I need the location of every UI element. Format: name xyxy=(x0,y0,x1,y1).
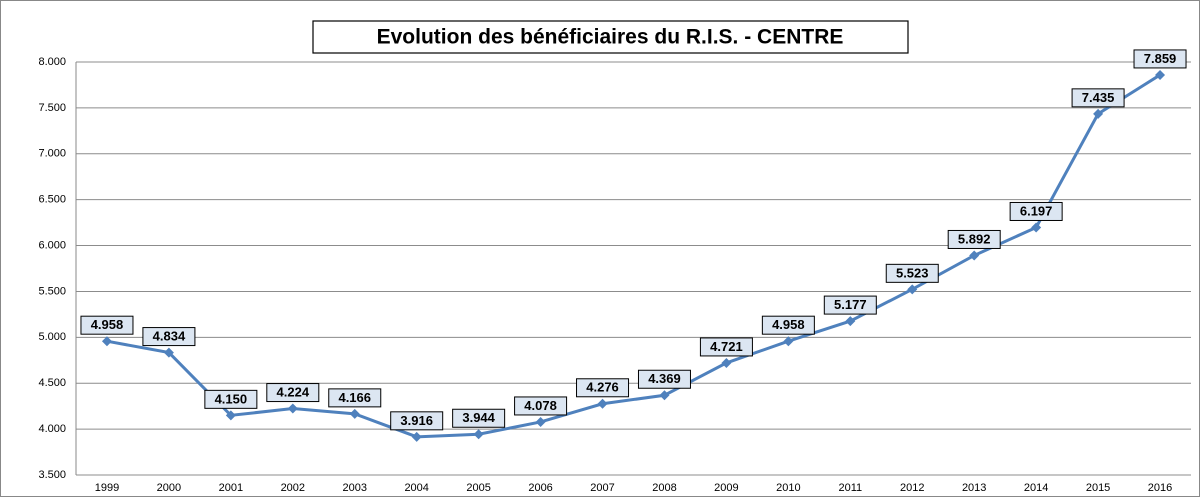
data-point xyxy=(411,431,422,442)
value-label-box xyxy=(1133,49,1187,69)
value-label: 3.944 xyxy=(462,410,495,425)
value-label: 4.958 xyxy=(91,317,124,332)
value-label: 4.834 xyxy=(153,329,186,344)
x-tick-label: 2014 xyxy=(1024,482,1048,494)
value-label: 4.958 xyxy=(772,317,805,332)
data-line xyxy=(106,73,1161,439)
value-label-box xyxy=(947,229,1001,249)
value-label-box xyxy=(266,383,320,403)
value-label-box xyxy=(885,263,939,283)
chart-title: Evolution des bénéficiaires du R.I.S. - … xyxy=(377,26,844,49)
data-point xyxy=(597,398,608,409)
data-point xyxy=(287,403,298,414)
y-tick-label: 6.000 xyxy=(38,239,66,251)
value-label: 7.859 xyxy=(1144,51,1177,66)
value-label-box xyxy=(761,315,815,335)
value-label: 4.224 xyxy=(277,384,310,399)
value-label: 4.078 xyxy=(524,398,557,413)
data-point xyxy=(721,357,732,368)
value-label-box xyxy=(390,411,444,431)
value-label: 7.435 xyxy=(1082,90,1115,105)
x-tick-label: 2010 xyxy=(776,482,800,494)
data-point xyxy=(473,429,484,440)
x-tick-label: 2012 xyxy=(900,482,924,494)
x-tick-label: 2011 xyxy=(838,482,862,494)
value-label: 4.166 xyxy=(338,390,371,405)
value-label-box xyxy=(204,389,258,409)
y-tick-label: 7.500 xyxy=(38,102,66,114)
data-point xyxy=(907,284,918,295)
y-tick-label: 5.000 xyxy=(38,331,66,343)
data-point xyxy=(1155,69,1166,80)
value-label-box xyxy=(1009,201,1063,221)
x-tick-label: 2002 xyxy=(281,482,305,494)
y-tick-label: 6.500 xyxy=(38,194,66,206)
x-tick-label: 2013 xyxy=(962,482,986,494)
x-tick-label: 2005 xyxy=(466,482,490,494)
value-label: 6.197 xyxy=(1020,203,1053,218)
value-label: 5.177 xyxy=(834,297,867,312)
y-tick-label: 4.500 xyxy=(38,377,66,389)
x-tick-label: 2015 xyxy=(1086,482,1110,494)
value-label: 4.721 xyxy=(710,339,743,354)
x-tick-label: 2008 xyxy=(652,482,676,494)
y-tick-label: 5.500 xyxy=(38,285,66,297)
x-tick-label: 2007 xyxy=(590,482,614,494)
value-label-box xyxy=(514,396,568,416)
value-label-box xyxy=(452,408,506,428)
data-point xyxy=(659,390,670,401)
data-point xyxy=(1031,222,1042,233)
value-label-box xyxy=(142,327,196,347)
value-label-box xyxy=(823,295,877,315)
value-label-box xyxy=(637,369,691,389)
x-tick-label: 2009 xyxy=(714,482,738,494)
title-box xyxy=(312,20,909,54)
data-point xyxy=(535,416,546,427)
x-tick-label: 2001 xyxy=(219,482,243,494)
data-point xyxy=(163,347,174,358)
data-point xyxy=(225,410,236,421)
value-label: 4.150 xyxy=(215,391,248,406)
value-label: 4.369 xyxy=(648,371,681,386)
x-tick-label: 2006 xyxy=(528,482,552,494)
x-tick-label: 2000 xyxy=(157,482,181,494)
data-point xyxy=(969,250,980,261)
data-point xyxy=(845,316,856,327)
data-point xyxy=(783,336,794,347)
y-tick-label: 3.500 xyxy=(38,469,66,481)
value-label: 5.892 xyxy=(958,231,991,246)
value-label: 3.916 xyxy=(400,413,433,428)
x-tick-label: 1999 xyxy=(95,482,119,494)
value-label-box xyxy=(576,378,630,398)
data-point xyxy=(1093,108,1104,119)
value-label: 4.276 xyxy=(586,380,619,395)
y-tick-label: 8.000 xyxy=(38,56,66,68)
data-point xyxy=(101,336,112,347)
x-tick-label: 2004 xyxy=(404,482,428,494)
x-tick-label: 2003 xyxy=(343,482,367,494)
value-label: 5.523 xyxy=(896,265,929,280)
y-tick-label: 7.000 xyxy=(38,148,66,160)
value-label-box xyxy=(1071,88,1125,108)
value-label-box xyxy=(328,388,382,408)
y-tick-label: 4.000 xyxy=(38,423,66,435)
x-tick-label: 2016 xyxy=(1148,482,1172,494)
value-label-box xyxy=(80,315,134,335)
data-point xyxy=(349,408,360,419)
value-label-box xyxy=(699,337,753,357)
